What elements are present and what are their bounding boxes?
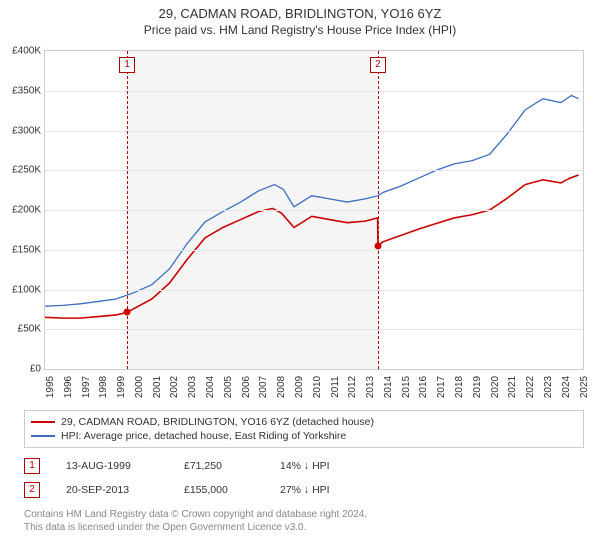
x-tick-label: 2019 — [472, 376, 483, 398]
x-tick-label: 2003 — [187, 376, 198, 398]
x-tick-label: 2018 — [454, 376, 465, 398]
sale-vs-hpi: 14% ↓ HPI — [280, 460, 330, 472]
legend-label: HPI: Average price, detached house, East… — [61, 430, 346, 442]
x-tick-label: 1999 — [116, 376, 127, 398]
y-tick-label: £0 — [30, 364, 41, 375]
price-chart-card: 29, CADMAN ROAD, BRIDLINGTON, YO16 6YZ P… — [0, 0, 600, 560]
sale-marker-badge: 2 — [370, 57, 386, 73]
chart-footer: 29, CADMAN ROAD, BRIDLINGTON, YO16 6YZ (… — [24, 410, 584, 534]
series-line-red — [45, 175, 579, 318]
y-tick-label: £300K — [12, 125, 41, 136]
chart-subtitle: Price paid vs. HM Land Registry's House … — [0, 21, 600, 37]
sale-marker-line — [127, 51, 128, 369]
x-tick-label: 2013 — [365, 376, 376, 398]
x-tick-label: 2010 — [312, 376, 323, 398]
y-tick-label: £50K — [18, 324, 41, 335]
sale-badge: 1 — [24, 458, 40, 474]
gridline — [45, 210, 583, 211]
x-tick-label: 2001 — [152, 376, 163, 398]
x-tick-label: 2000 — [134, 376, 145, 398]
gridline — [45, 290, 583, 291]
credits: Contains HM Land Registry data © Crown c… — [24, 508, 584, 534]
y-tick-label: £350K — [12, 85, 41, 96]
x-tick-label: 2009 — [294, 376, 305, 398]
chart-plot-area: £0£50K£100K£150K£200K£250K£300K£350K£400… — [44, 50, 584, 370]
series-line-blue — [45, 96, 579, 307]
sale-price: £155,000 — [184, 484, 254, 496]
legend-item: HPI: Average price, detached house, East… — [31, 429, 577, 443]
x-tick-label: 2008 — [276, 376, 287, 398]
x-tick-label: 2025 — [579, 376, 590, 398]
sale-price: £71,250 — [184, 460, 254, 472]
x-tick-label: 2004 — [205, 376, 216, 398]
x-tick-label: 2022 — [525, 376, 536, 398]
sale-marker-dot — [374, 242, 381, 249]
legend-swatch — [31, 421, 55, 423]
x-tick-label: 2021 — [507, 376, 518, 398]
x-tick-label: 2014 — [383, 376, 394, 398]
gridline — [45, 131, 583, 132]
sale-marker-badge: 1 — [119, 57, 135, 73]
credits-line: This data is licensed under the Open Gov… — [24, 521, 584, 534]
x-tick-label: 2002 — [169, 376, 180, 398]
sale-marker-line — [378, 51, 379, 369]
x-tick-label: 2005 — [223, 376, 234, 398]
legend: 29, CADMAN ROAD, BRIDLINGTON, YO16 6YZ (… — [24, 410, 584, 448]
gridline — [45, 91, 583, 92]
x-tick-label: 2006 — [241, 376, 252, 398]
sale-date: 13-AUG-1999 — [66, 460, 158, 472]
x-tick-label: 1996 — [63, 376, 74, 398]
credits-line: Contains HM Land Registry data © Crown c… — [24, 508, 584, 521]
x-tick-label: 2023 — [543, 376, 554, 398]
x-tick-label: 2011 — [330, 376, 341, 398]
x-tick-label: 2015 — [401, 376, 412, 398]
y-tick-label: £100K — [12, 284, 41, 295]
sales-table: 1 13-AUG-1999 £71,250 14% ↓ HPI 2 20-SEP-2013… — [24, 454, 584, 502]
x-tick-label: 1997 — [81, 376, 92, 398]
x-tick-label: 2016 — [418, 376, 429, 398]
y-tick-label: £150K — [12, 244, 41, 255]
sale-vs-hpi: 27% ↓ HPI — [280, 484, 330, 496]
sale-badge: 2 — [24, 482, 40, 498]
x-tick-label: 1998 — [98, 376, 109, 398]
legend-item: 29, CADMAN ROAD, BRIDLINGTON, YO16 6YZ (… — [31, 415, 577, 429]
y-tick-label: £250K — [12, 165, 41, 176]
chart-title: 29, CADMAN ROAD, BRIDLINGTON, YO16 6YZ — [0, 0, 600, 21]
y-tick-label: £400K — [12, 46, 41, 57]
gridline — [45, 329, 583, 330]
x-tick-label: 2020 — [490, 376, 501, 398]
x-tick-label: 2012 — [347, 376, 358, 398]
legend-label: 29, CADMAN ROAD, BRIDLINGTON, YO16 6YZ (… — [61, 416, 374, 428]
gridline — [45, 170, 583, 171]
x-tick-label: 2024 — [561, 376, 572, 398]
sale-marker-dot — [124, 309, 131, 316]
sale-date: 20-SEP-2013 — [66, 484, 158, 496]
y-tick-label: £200K — [12, 205, 41, 216]
x-tick-label: 2007 — [258, 376, 269, 398]
sale-row: 1 13-AUG-1999 £71,250 14% ↓ HPI — [24, 454, 584, 478]
x-tick-label: 2017 — [436, 376, 447, 398]
legend-swatch — [31, 435, 55, 437]
sale-row: 2 20-SEP-2013 £155,000 27% ↓ HPI — [24, 478, 584, 502]
x-tick-label: 1995 — [45, 376, 56, 398]
gridline — [45, 250, 583, 251]
